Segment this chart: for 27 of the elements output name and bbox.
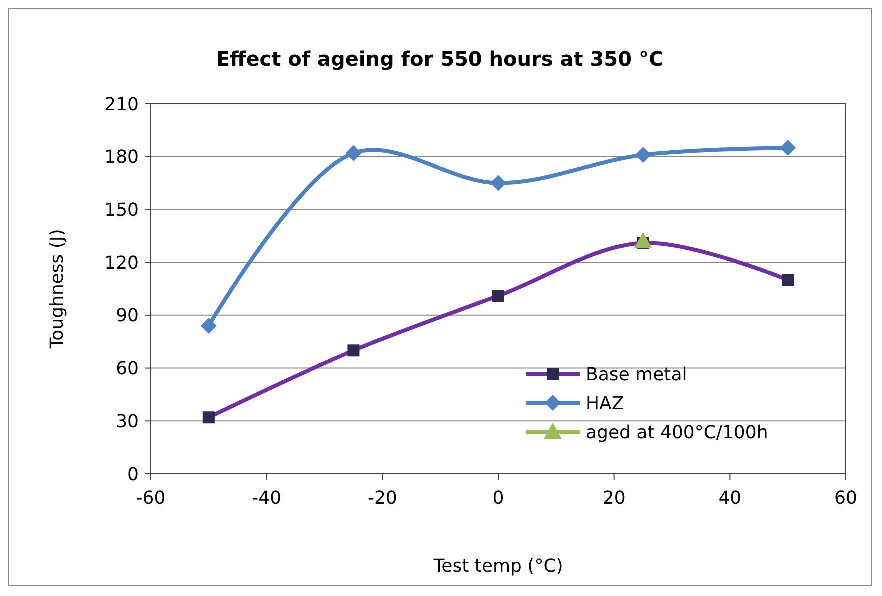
x-tick-label: 60	[834, 488, 858, 509]
x-axis-title: Test temp (°C)	[432, 556, 564, 577]
x-tick-label: 20	[602, 488, 626, 509]
point	[635, 147, 652, 164]
y-tick-label: 120	[104, 252, 139, 274]
legend-label: aged at 400°C/100h	[586, 422, 768, 444]
point	[346, 145, 362, 162]
x-tick-label: -40	[252, 488, 282, 509]
y-tick-label: 150	[104, 200, 139, 222]
chart-title: Effect of ageing for 550 hours at 350 °C	[216, 47, 664, 71]
point	[634, 232, 652, 248]
legend-label: HAZ	[586, 393, 624, 414]
y-tick-label: 210	[104, 94, 139, 116]
y-tick-label: 90	[116, 306, 139, 327]
point	[200, 318, 217, 334]
x-tick-label: 0	[492, 488, 504, 509]
y-axis-title: Toughness (J)	[47, 229, 68, 350]
x-tick-label: 40	[718, 488, 742, 509]
y-tick-label: 180	[104, 147, 139, 168]
y-tick-label: 0	[128, 464, 139, 486]
point	[490, 175, 506, 192]
legend-label: Base metal	[586, 364, 688, 386]
y-tick-label: 60	[116, 358, 139, 380]
y-tick-label: 30	[116, 411, 139, 432]
x-tick-label: -20	[368, 488, 398, 509]
point	[780, 140, 796, 156]
x-tick-label: -60	[136, 488, 166, 509]
